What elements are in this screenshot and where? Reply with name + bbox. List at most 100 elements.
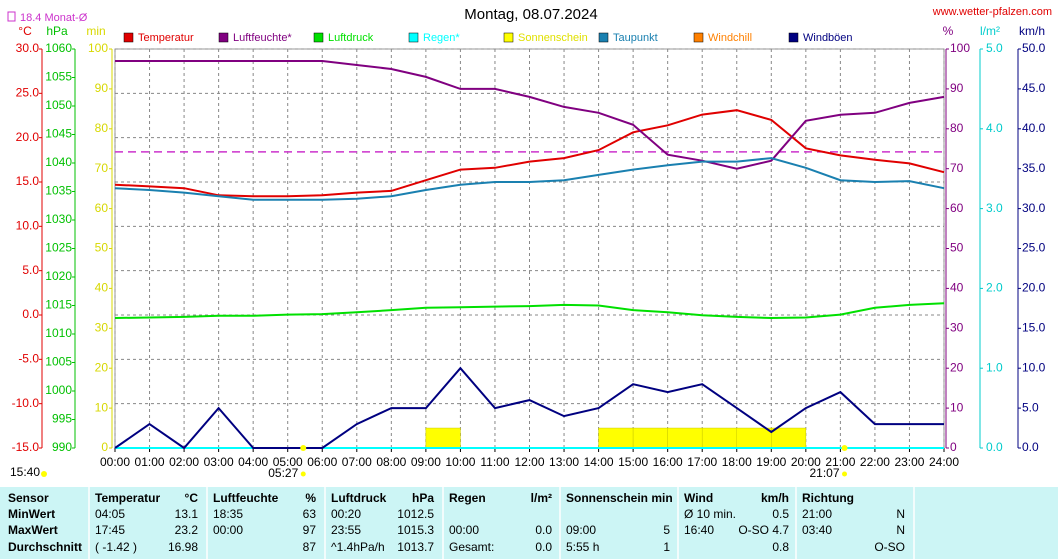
y-tick-label: 5.0 <box>1022 400 1039 414</box>
table-cell: 97 <box>303 523 317 537</box>
legend-swatch <box>788 32 799 43</box>
legend-label: Windchill <box>708 32 752 44</box>
y-tick-label: 1035 <box>45 184 72 198</box>
x-tick-label: 02:00 <box>169 455 199 469</box>
y-tick-label: -15.0 <box>12 440 40 454</box>
table-cell: 23:55 <box>331 523 361 537</box>
table-cell: km/h <box>761 491 789 505</box>
avg-legend-icon <box>7 11 16 22</box>
y-tick-label: 1020 <box>45 269 72 283</box>
series-line <box>114 366 944 450</box>
table-cell: Sonnenschein min <box>566 491 673 505</box>
y-tick-label: 0.0 <box>986 440 1003 454</box>
table-cell: N <box>896 507 905 521</box>
legend-label: Luftdruck <box>328 32 374 44</box>
table-cell: 1012.5 <box>397 507 434 521</box>
sunshine-bar <box>771 427 807 449</box>
y-tick-label: -10.0 <box>12 396 40 410</box>
y-tick-label: 0.0 <box>22 307 39 321</box>
table-cell: MinWert <box>8 507 55 521</box>
x-tick-label: 21:00 <box>825 455 855 469</box>
series-line <box>114 157 945 201</box>
x-tick-label: 19:00 <box>756 455 786 469</box>
y-tick-label: 70 <box>950 161 964 175</box>
y-tick-label: 20.0 <box>16 130 40 144</box>
legend-swatch <box>218 32 229 43</box>
series-line <box>114 302 945 320</box>
y-tick-label: 0 <box>101 440 108 454</box>
table-cell: 16.98 <box>168 540 198 554</box>
y-tick-label: 25.0 <box>16 86 40 100</box>
x-tick-label: 11:00 <box>480 455 509 469</box>
table-cell: 18:35 <box>213 507 243 521</box>
x-tick-label: 03:00 <box>204 455 234 469</box>
x-tick-label: 23:00 <box>894 455 924 469</box>
y-tick-label: 25.0 <box>1022 241 1046 255</box>
table-cell: Regen <box>449 491 486 505</box>
legend-label: Luftfeuchte* <box>233 32 292 44</box>
table-cell: 1013.7 <box>397 540 434 554</box>
y-tick-label: 1040 <box>45 155 72 169</box>
axis-unit: l/m² <box>980 24 1000 38</box>
x-tick-label: 15:00 <box>618 455 648 469</box>
x-tick-label: 05:00 <box>273 455 303 469</box>
axis-unit: °C <box>18 24 32 38</box>
y-tick-label: 40.0 <box>1022 121 1046 135</box>
y-tick-label: 70 <box>95 161 109 175</box>
y-tick-label: 995 <box>52 412 72 426</box>
table-cell: 5:55 h <box>566 540 599 554</box>
table-cell: N <box>896 523 905 537</box>
y-tick-label: 30 <box>950 320 964 334</box>
y-tick-label: 10 <box>950 400 964 414</box>
series-line <box>115 60 945 170</box>
y-tick-label: 10 <box>95 400 109 414</box>
y-tick-label: 1010 <box>45 326 72 340</box>
table-cell: 00:00 <box>449 523 479 537</box>
y-tick-label: 1005 <box>45 355 72 369</box>
y-tick-label: 3.0 <box>986 201 1003 215</box>
sunshine-bar <box>667 427 703 449</box>
table-cell: Luftdruck <box>331 491 387 505</box>
y-tick-label: 15.0 <box>16 174 40 188</box>
table-cell: 1 <box>663 540 670 554</box>
table-cell: hPa <box>412 491 434 505</box>
sunshine-bar <box>425 427 461 449</box>
table-cell: 00:00 <box>213 523 243 537</box>
y-tick-label: 80 <box>95 121 109 135</box>
x-tick-label: 18:00 <box>722 455 752 469</box>
y-tick-label: 90 <box>950 81 964 95</box>
legend-label: Windböen <box>803 32 853 44</box>
table-cell: Ø 10 min. <box>684 507 736 521</box>
x-tick-label: 16:00 <box>653 455 683 469</box>
legend-label: Regen* <box>423 32 460 44</box>
y-tick-label: 2.0 <box>986 281 1003 295</box>
sun-dot <box>300 471 306 477</box>
updated-marker <box>41 471 47 477</box>
axis-unit: km/h <box>1019 24 1045 38</box>
x-tick-label: 04:00 <box>238 455 268 469</box>
x-tick-label: 09:00 <box>411 455 441 469</box>
table-cell: Luftfeuchte <box>213 491 279 505</box>
y-tick-label: 50 <box>950 241 964 255</box>
table-cell: 87 <box>303 540 317 554</box>
x-tick-label: 10:00 <box>445 455 475 469</box>
y-tick-label: 50.0 <box>1022 41 1046 55</box>
x-tick-label: 13:00 <box>549 455 579 469</box>
y-tick-label: 20 <box>95 360 109 374</box>
y-tick-label: 5.0 <box>22 263 39 277</box>
table-cell: Sensor <box>8 491 49 505</box>
y-tick-label: 40 <box>95 281 109 295</box>
source[interactable]: www.wetter-pfalzen.com <box>932 6 1052 18</box>
table-cell: 5 <box>663 523 670 537</box>
table-cell: 03:40 <box>802 523 832 537</box>
y-tick-label: 1030 <box>45 212 72 226</box>
table-cell: Temperatur <box>95 491 160 505</box>
x-tick-label: 07:00 <box>342 455 372 469</box>
sunshine-bar <box>598 427 634 449</box>
y-tick-label: 40 <box>950 281 964 295</box>
sun-time: 05:27 <box>268 466 298 480</box>
table-cell: ( -1.42 ) <box>95 540 137 554</box>
table-cell: 0.0 <box>535 540 552 554</box>
updated: 15:40 <box>10 465 40 479</box>
